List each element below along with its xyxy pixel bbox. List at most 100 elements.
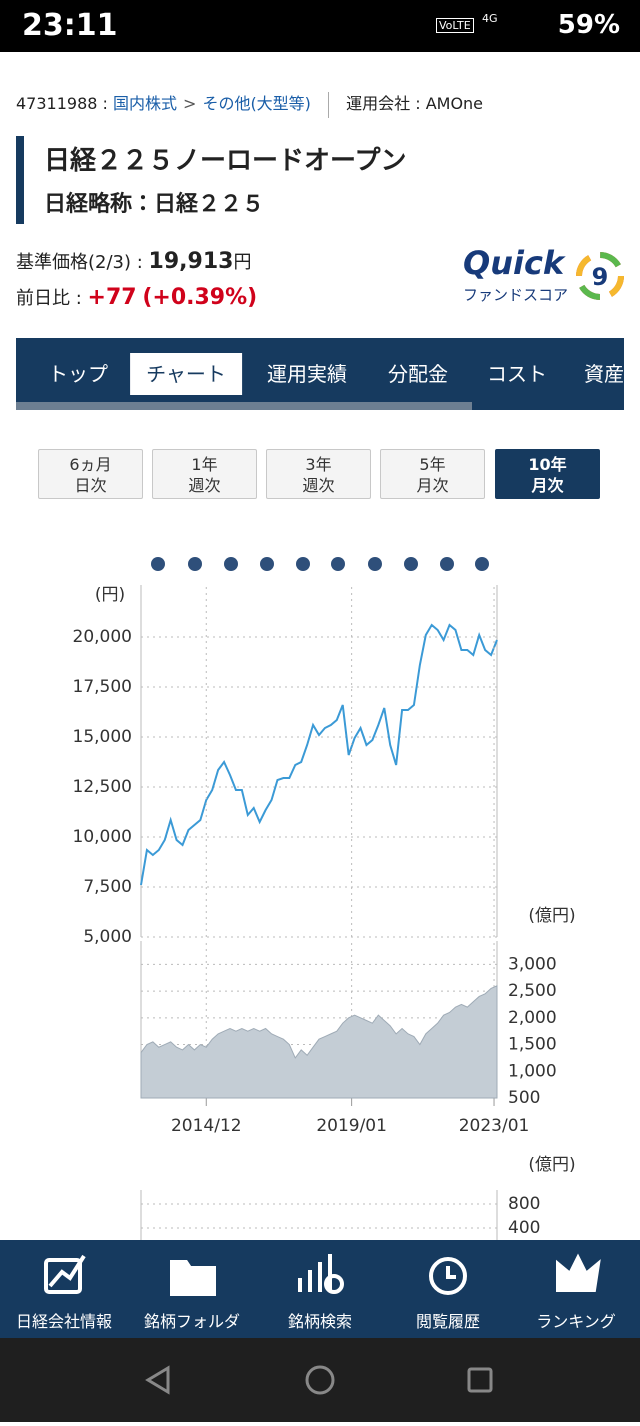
period-label: 月次 bbox=[531, 476, 564, 495]
tab-indicator bbox=[16, 402, 472, 410]
fund-name: 日経２２５ノーロードオープン bbox=[44, 146, 407, 176]
nav-label[interactable]: 銘柄検索 bbox=[287, 1312, 352, 1331]
nav-icons bbox=[44, 1253, 601, 1296]
signal-type: 4G bbox=[482, 12, 498, 25]
tab[interactable]: 運用実績 bbox=[267, 362, 347, 386]
fund-code: 47311988 : bbox=[16, 94, 108, 113]
period-label: 月次 bbox=[416, 476, 449, 495]
x-tick-label: 2023/01 bbox=[459, 1116, 530, 1136]
event-dot[interactable] bbox=[224, 557, 238, 571]
score-badge[interactable]: 9 bbox=[574, 250, 626, 302]
price-label: 基準価格(2/3) : bbox=[16, 252, 143, 273]
event-dot[interactable] bbox=[475, 557, 489, 571]
icon-folder bbox=[170, 1260, 216, 1296]
divider bbox=[328, 91, 330, 118]
tab[interactable]: チャート bbox=[130, 353, 242, 395]
tab[interactable]: 分配金 bbox=[388, 362, 448, 386]
bottom-nav: 日経会社情報 銘柄フォルダ 銘柄検索 閲覧履歴 ランキング bbox=[0, 1240, 640, 1338]
event-dot[interactable] bbox=[260, 557, 274, 571]
event-dot[interactable] bbox=[151, 557, 165, 571]
y-axis-label: (億円) bbox=[528, 906, 575, 926]
y-tick-label: 7,500 bbox=[83, 877, 132, 897]
event-dot[interactable] bbox=[440, 557, 454, 571]
nav-label[interactable]: 閲覧履歴 bbox=[415, 1312, 480, 1331]
y-tick-label: 400 bbox=[508, 1218, 540, 1238]
change-label: 前日比 : bbox=[16, 288, 82, 309]
y-tick-label: 1,000 bbox=[508, 1061, 557, 1081]
subcategory-link[interactable]: その他(大型等) bbox=[202, 94, 311, 113]
category-link[interactable]: 国内株式 bbox=[113, 94, 178, 113]
y-axis-label: (円) bbox=[95, 585, 125, 605]
y-tick-label: 800 bbox=[508, 1194, 540, 1214]
icon-ranking bbox=[556, 1253, 601, 1292]
icon-history-hands bbox=[446, 1266, 456, 1279]
event-dot[interactable] bbox=[296, 557, 310, 571]
tab[interactable]: 資産 bbox=[584, 362, 624, 386]
price-value: 19,913 bbox=[148, 249, 234, 274]
period-label: 5年 bbox=[419, 455, 446, 474]
y-axis-label: (億円) bbox=[528, 1155, 575, 1175]
period-button[interactable]: 10年 月次 bbox=[495, 449, 600, 499]
y-tick-label: 10,000 bbox=[73, 827, 132, 847]
asset-area bbox=[140, 984, 498, 1099]
change-pct: (+0.39%) bbox=[142, 285, 258, 310]
event-dot[interactable] bbox=[188, 557, 202, 571]
score-value: 9 bbox=[592, 263, 609, 291]
chart-area: (円) 5,000 7,500 10,000 12,500 15,000 17,500 20,… bbox=[73, 557, 576, 1240]
recents-button[interactable] bbox=[467, 1367, 493, 1393]
icon-search-bars bbox=[298, 1254, 332, 1292]
y-tick-label: 500 bbox=[508, 1088, 540, 1108]
change-row: 前日比 : +77 (+0.39%) bbox=[16, 284, 257, 310]
period-label: 日次 bbox=[74, 476, 107, 495]
score-ring bbox=[576, 252, 624, 300]
x-tick-label: 2014/12 bbox=[171, 1116, 242, 1136]
tab-bar: トップ チャート 運用実績 分配金 コスト 資産 bbox=[16, 338, 624, 410]
nav-label[interactable]: 銘柄フォルダ bbox=[143, 1312, 240, 1331]
network-badge: VoLTE bbox=[436, 18, 474, 33]
icon-company-line bbox=[48, 1254, 86, 1288]
title-accent bbox=[16, 136, 24, 224]
fund-short-name: 日経略称：日経２２５ bbox=[44, 192, 265, 217]
y-tick-label: 12,500 bbox=[73, 777, 132, 797]
period-button[interactable]: 5年月次 bbox=[380, 449, 485, 499]
event-markers bbox=[151, 557, 489, 571]
period-button[interactable]: 6ヵ月日次 bbox=[38, 449, 143, 499]
change: +77 bbox=[87, 285, 137, 310]
y-tick-label: 20,000 bbox=[73, 627, 132, 647]
clock: 23:11 bbox=[22, 8, 118, 43]
period-label: 週次 bbox=[188, 476, 221, 495]
y-tick-label: 2,500 bbox=[508, 981, 557, 1001]
price-row: 基準価格(2/3) : 19,913円 bbox=[16, 248, 251, 274]
event-dot[interactable] bbox=[331, 557, 345, 571]
battery: 59% bbox=[557, 10, 620, 40]
icon-search-lens bbox=[324, 1274, 344, 1294]
nav-label[interactable]: 日経会社情報 bbox=[15, 1312, 112, 1331]
x-tick-label: 2019/01 bbox=[316, 1116, 387, 1136]
system-nav bbox=[0, 1338, 640, 1422]
company: 運用会社 : AMOne bbox=[346, 94, 484, 113]
system-buttons bbox=[145, 1365, 493, 1395]
y-tick-label: 5,000 bbox=[83, 927, 132, 947]
nav-label[interactable]: ランキング bbox=[536, 1312, 616, 1331]
period-label: 1年 bbox=[191, 455, 218, 474]
home-button[interactable] bbox=[305, 1365, 335, 1395]
score-caption: ファンドスコア bbox=[463, 286, 569, 304]
y-tick-label: 15,000 bbox=[73, 727, 132, 747]
tab[interactable]: コスト bbox=[487, 362, 547, 386]
period-button[interactable]: 1年週次 bbox=[152, 449, 257, 499]
event-dot[interactable] bbox=[404, 557, 418, 571]
icon-company bbox=[44, 1258, 82, 1294]
y-tick-label: 2,000 bbox=[508, 1008, 557, 1028]
period-button[interactable]: 3年 週次 bbox=[266, 449, 371, 499]
icon-history bbox=[429, 1257, 467, 1295]
tab[interactable]: トップ bbox=[48, 362, 108, 386]
y-tick-label: 3,000 bbox=[508, 954, 557, 974]
breadcrumb: 47311988 : 国内株式 > その他(大型等) 運用会社 : AMOne bbox=[16, 90, 483, 118]
period-label: 6ヵ月 bbox=[69, 455, 112, 474]
y-tick-label: 17,500 bbox=[73, 677, 132, 697]
event-dot[interactable] bbox=[368, 557, 382, 571]
back-button[interactable] bbox=[145, 1365, 170, 1395]
separator: > bbox=[183, 94, 197, 113]
period-label: 3年 bbox=[305, 455, 332, 474]
